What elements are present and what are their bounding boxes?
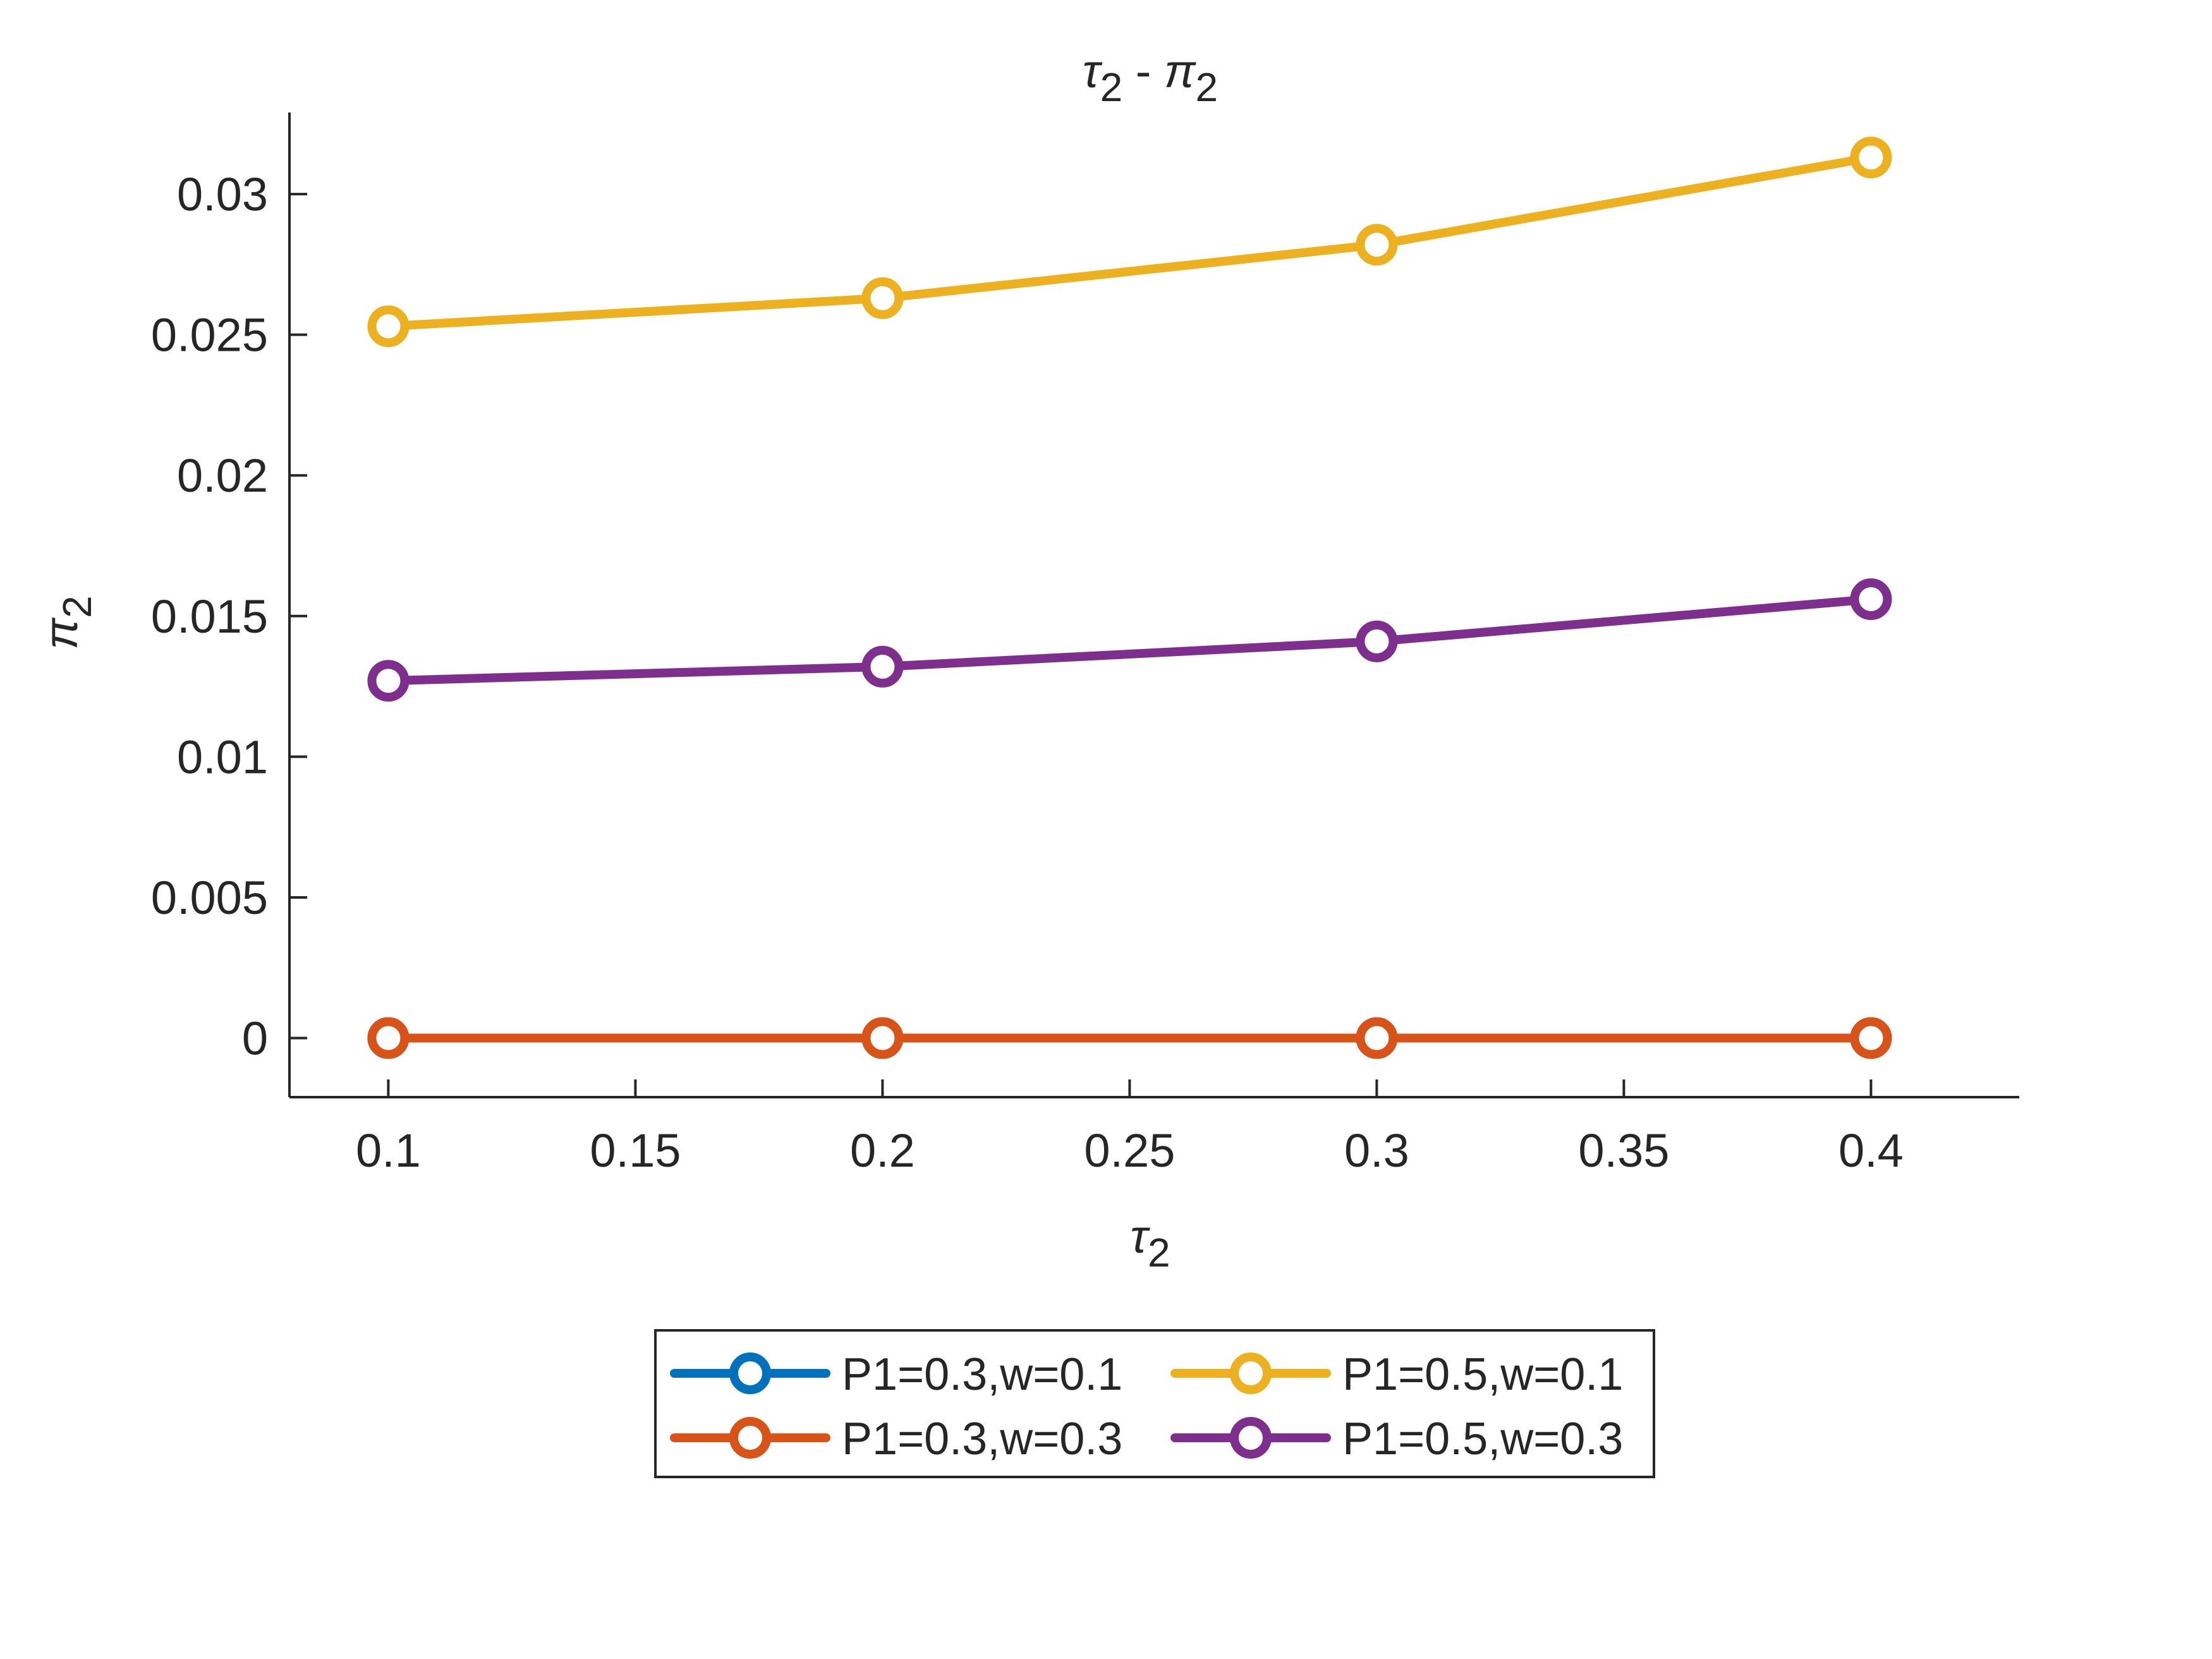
x-tick-label: 0.25 (1084, 1124, 1175, 1177)
x-tick-label: 0.35 (1578, 1124, 1669, 1177)
data-point (1850, 137, 1892, 179)
legend-marker (1230, 1417, 1272, 1459)
x-axis-label-subscript: 2 (1148, 1230, 1170, 1275)
x-axis-label: τ2 (1130, 1210, 1170, 1275)
series-4 (367, 578, 1892, 702)
data-point (1850, 578, 1892, 621)
legend-item-4: P1=0.5,w=0.3 (1170, 1414, 1623, 1464)
series-2 (367, 1017, 1892, 1059)
series-3 (367, 137, 1892, 348)
chart-title-second-subscript: 2 (1196, 64, 1218, 110)
y-tick-label: 0.015 (151, 590, 268, 643)
x-tick-label: 0.3 (1344, 1124, 1409, 1177)
y-tick-label: 0.01 (177, 731, 268, 783)
chart-title: τ2 - π2 (1083, 45, 1218, 110)
legend-item-3: P1=0.5,w=0.1 (1170, 1349, 1623, 1400)
legend: P1=0.3,w=0.1 P1=0.3,w=0.3 P1=0.5,w=0.1 P1=0… (654, 1329, 1655, 1478)
chart-title-separator: - (1122, 45, 1164, 97)
data-point (1356, 620, 1398, 662)
y-axis-label: π2 (35, 595, 100, 649)
legend-marker (1230, 1352, 1272, 1394)
x-tick-label: 0.15 (590, 1124, 681, 1177)
x-tick-label: 0.1 (356, 1124, 421, 1177)
x-tick-label: 0.2 (850, 1124, 915, 1177)
legend-box (654, 1329, 1655, 1478)
x-tick-label: 0.4 (1838, 1124, 1904, 1177)
y-tick-label: 0 (242, 1012, 268, 1065)
data-point (367, 660, 410, 702)
data-point (861, 1017, 904, 1059)
y-tick-label: 0.005 (151, 872, 268, 924)
data-point (367, 305, 410, 348)
y-tick-label: 0.02 (177, 449, 268, 502)
data-point (861, 277, 904, 319)
chart-title-main-subscript: 2 (1100, 64, 1123, 110)
data-point (861, 645, 904, 688)
data-point (367, 1017, 410, 1059)
legend-label: P1=0.3,w=0.1 (842, 1349, 1122, 1400)
plot-area (367, 137, 1892, 1059)
legend-item-2: P1=0.3,w=0.3 (670, 1414, 1122, 1464)
y-tick-label: 0.025 (151, 309, 268, 362)
data-point (1356, 224, 1398, 266)
axes: 0.1 0.15 0.2 0.25 0.3 0.35 0.4 0 0.005 0.01 0.015 0… (151, 112, 2019, 1177)
legend-item-1: P1=0.3,w=0.1 (670, 1349, 1122, 1400)
data-point (1850, 1017, 1892, 1059)
legend-marker (729, 1352, 771, 1394)
series-line (384, 153, 1876, 331)
x-axis-label-main: τ (1130, 1210, 1150, 1263)
y-axis-label-subscript: 2 (54, 595, 100, 618)
chart-title-second: π (1164, 45, 1196, 97)
svg-text:π2: π2 (35, 595, 100, 649)
data-point (1356, 1017, 1398, 1059)
legend-label: P1=0.5,w=0.3 (1342, 1414, 1623, 1464)
legend-label: P1=0.3,w=0.3 (842, 1414, 1122, 1464)
chart-title-main: τ (1083, 45, 1103, 97)
legend-marker (729, 1417, 771, 1459)
y-tick-label: 0.03 (177, 168, 268, 221)
series-line (384, 595, 1876, 686)
y-axis-label-main: π (35, 617, 87, 650)
legend-label: P1=0.5,w=0.1 (1342, 1349, 1623, 1400)
